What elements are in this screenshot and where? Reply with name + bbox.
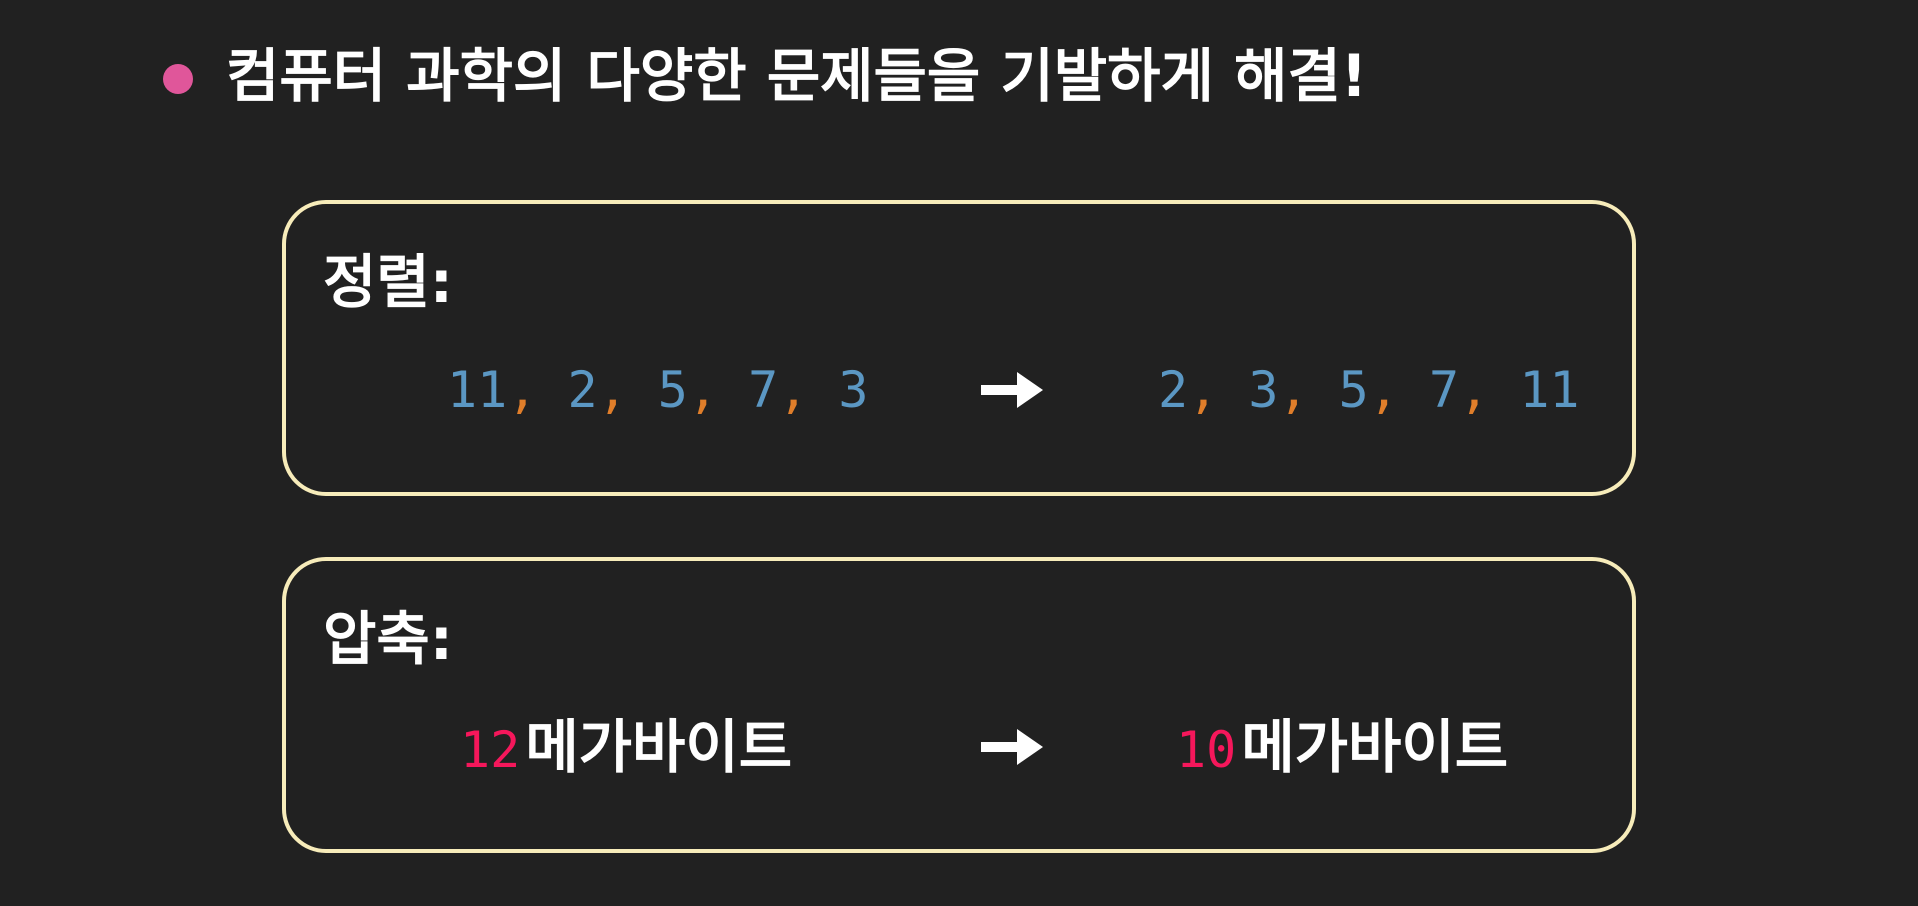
list-separator: , bbox=[1459, 361, 1490, 419]
list-separator: , bbox=[1188, 361, 1219, 419]
list-item: 7 bbox=[748, 361, 779, 419]
list-item: 5 bbox=[657, 361, 688, 419]
list-item: 11 bbox=[1519, 361, 1580, 419]
list-separator: , bbox=[597, 361, 628, 419]
size-before-value: 12 bbox=[460, 721, 521, 779]
list-separator: , bbox=[1368, 361, 1399, 419]
sorting-label: 정렬: bbox=[323, 248, 453, 316]
list-item: 3 bbox=[838, 361, 869, 419]
list-separator: , bbox=[687, 361, 718, 419]
sorting-output-list: 2, 3, 5, 7, 11 bbox=[1158, 350, 1580, 430]
size-unit: 메가바이트 bbox=[1241, 713, 1509, 781]
list-item: 7 bbox=[1428, 361, 1460, 419]
compression-box: 압축: 12 메가바이트 10 메가바이트 bbox=[282, 557, 1636, 853]
list-item: 5 bbox=[1338, 361, 1369, 419]
list-separator: , bbox=[507, 361, 538, 419]
list-item: 11 bbox=[447, 361, 508, 419]
list-separator: , bbox=[1278, 361, 1309, 419]
right-arrow-icon bbox=[981, 727, 1045, 767]
compression-label: 압축: bbox=[323, 605, 453, 673]
list-item: 2 bbox=[1158, 361, 1189, 419]
size-unit: 메가바이트 bbox=[525, 713, 793, 781]
compression-after: 10 메가바이트 bbox=[1176, 707, 1508, 787]
list-item: 3 bbox=[1248, 361, 1279, 419]
slide-title: 컴퓨터 과학의 다양한 문제들을 기발하게 해결! bbox=[226, 42, 1368, 110]
list-item: 2 bbox=[567, 361, 598, 419]
bullet-dot-icon bbox=[163, 64, 193, 94]
compression-before: 12 메가바이트 bbox=[460, 707, 792, 787]
sorting-input-list: 11, 2, 5, 7, 3 bbox=[447, 350, 869, 430]
right-arrow-icon bbox=[981, 370, 1045, 410]
sorting-box: 정렬: 11, 2, 5, 7, 3 2, 3, 5, 7, 11 bbox=[282, 200, 1636, 496]
size-after-value: 10 bbox=[1176, 721, 1237, 779]
list-separator: , bbox=[778, 361, 809, 419]
